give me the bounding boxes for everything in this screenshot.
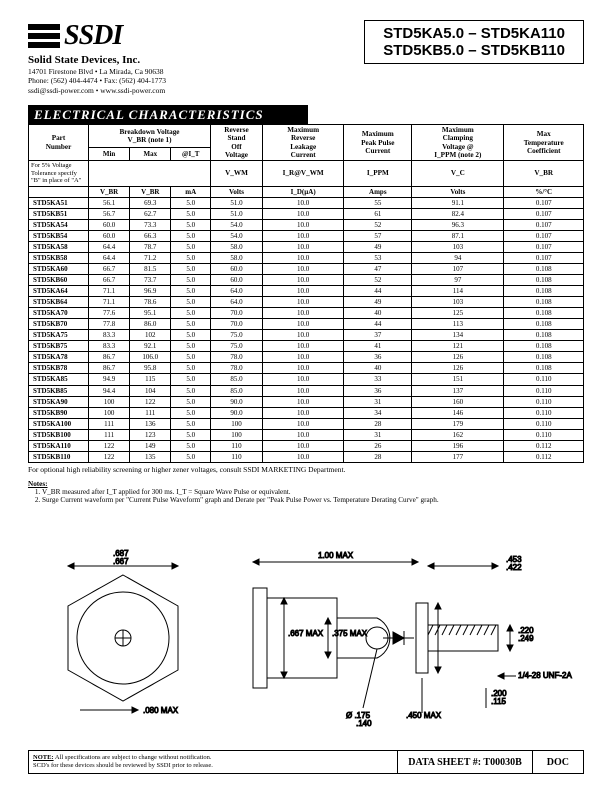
col-part: Part Number xyxy=(29,125,89,161)
table-row: STD5KB1101221355.011010.0281770.112 xyxy=(29,451,584,462)
sym-vc: V_C xyxy=(412,161,504,186)
table-row: STD5KA7077.695.15.070.010.0401250.108 xyxy=(29,308,584,319)
table-row: STD5KA5156.169.35.051.010.05591.10.107 xyxy=(29,197,584,208)
svg-text:.140: .140 xyxy=(356,719,372,728)
svg-text:1/4-28 UNF-2A: 1/4-28 UNF-2A xyxy=(518,671,572,680)
col-ippm: Maximum Peak Pulse Current xyxy=(344,125,412,161)
mechanical-diagram: .687 .667 .080 MAX 1.00 MAX xyxy=(28,518,584,748)
col-vwm: Reverse Stand Off Voltage xyxy=(211,125,263,161)
svg-text:.667 MAX: .667 MAX xyxy=(288,629,324,638)
col-vc: Maximum Clamping Voltage @ I_PPM (note 2… xyxy=(412,125,504,161)
table-row: STD5KA1001111365.010010.0281790.110 xyxy=(29,418,584,429)
tolerance-note: For 5% Voltage Tolerance specify "B" in … xyxy=(29,161,89,186)
table-row: STD5KA5460.073.35.054.010.05296.30.107 xyxy=(29,219,584,230)
table-row: STD5KB6066.773.75.060.010.052970.108 xyxy=(29,275,584,286)
svg-text:.080 MAX: .080 MAX xyxy=(143,706,179,715)
table-row: STD5KA901001225.090.010.0311600.110 xyxy=(29,396,584,407)
table-row: STD5KB8594.41045.085.010.0361370.110 xyxy=(29,385,584,396)
table-row: STD5KB7583.392.15.075.010.0411210.108 xyxy=(29,341,584,352)
section-title: ELECTRICAL CHARACTERISTICS xyxy=(28,105,308,125)
notes-block: Notes: V_BR measured after I_T applied f… xyxy=(28,480,584,504)
logo: SSDI xyxy=(28,20,166,52)
table-row: STD5KA5864.478.75.058.010.0491030.107 xyxy=(29,241,584,252)
col-ir: Maximum Reverse Leakage Current xyxy=(262,125,343,161)
svg-text:.375 MAX: .375 MAX xyxy=(332,629,368,638)
logo-text: SSDI xyxy=(64,20,122,52)
sub-max: Max xyxy=(130,148,171,161)
svg-text:.249: .249 xyxy=(518,634,534,643)
part-number-box: STD5KA5.0 – STD5KA110 STD5KB5.0 – STD5KB… xyxy=(364,20,584,64)
sym-ippm: I_PPM xyxy=(344,161,412,186)
doc-label: DOC xyxy=(533,750,584,774)
after-table-note: For optional high reliability screening … xyxy=(28,465,584,474)
sym-vbr: V_BR xyxy=(504,161,584,186)
table-row: STD5KB7077.886.05.070.010.0441130.108 xyxy=(29,319,584,330)
table-row: STD5KB5460.066.35.054.010.05787.10.107 xyxy=(29,230,584,241)
table-row: STD5KA6066.781.55.060.010.0471070.108 xyxy=(29,263,584,274)
svg-text:.422: .422 xyxy=(506,563,522,572)
table-row: STD5KB1001111235.010010.0311620.110 xyxy=(29,429,584,440)
sym-vwm: V_WM xyxy=(211,161,263,186)
sym-ir: I_R@V_WM xyxy=(262,161,343,186)
table-row: STD5KB5864.471.25.058.010.053940.107 xyxy=(29,252,584,263)
col-tc: Max Temperature Coefficient xyxy=(504,125,584,161)
table-row: STD5KB5156.762.75.051.010.06182.40.107 xyxy=(29,208,584,219)
footer-note: NOTE: All specifications are subject to … xyxy=(28,750,398,774)
note-1: V_BR measured after I_T applied for 300 … xyxy=(42,488,584,496)
logo-bars-icon xyxy=(28,24,60,48)
svg-text:.667: .667 xyxy=(113,557,129,566)
svg-text:1.00 MAX: 1.00 MAX xyxy=(318,551,354,560)
footer: NOTE: All specifications are subject to … xyxy=(28,750,584,774)
table-row: STD5KB6471.178.65.064.010.0491030.108 xyxy=(29,297,584,308)
svg-text:.115: .115 xyxy=(491,697,507,706)
spec-table: Part Number Breakdown Voltage V_BR (note… xyxy=(28,124,584,463)
table-row: STD5KB901001115.090.010.0341460.110 xyxy=(29,407,584,418)
sub-it: @I_T xyxy=(171,148,211,161)
table-row: STD5KA7886.7106.05.078.010.0361260.108 xyxy=(29,352,584,363)
col-bv: Breakdown Voltage V_BR (note 1) xyxy=(89,125,211,148)
company-name: Solid State Devices, Inc. xyxy=(28,54,166,66)
datasheet-number: DATA SHEET #: T00030B xyxy=(398,750,532,774)
sub-min: Min xyxy=(89,148,130,161)
table-row: STD5KA7583.31025.075.010.0371340.108 xyxy=(29,330,584,341)
notes-heading: Notes: xyxy=(28,480,584,488)
company-address: 14701 Firestone Blvd • La Mirada, Ca 906… xyxy=(28,67,166,95)
svg-text:.450 MAX: .450 MAX xyxy=(406,711,442,720)
table-row: STD5KA6471.196.95.064.010.0441140.108 xyxy=(29,286,584,297)
table-row: STD5KA8594.91155.085.010.0331510.110 xyxy=(29,374,584,385)
company-block: SSDI Solid State Devices, Inc. 14701 Fir… xyxy=(28,20,166,95)
table-row: STD5KA1101221495.011010.0261960.112 xyxy=(29,440,584,451)
note-2: Surge Current waveform per "Current Puls… xyxy=(42,496,584,504)
table-row: STD5KB7886.795.85.078.010.0401260.108 xyxy=(29,363,584,374)
